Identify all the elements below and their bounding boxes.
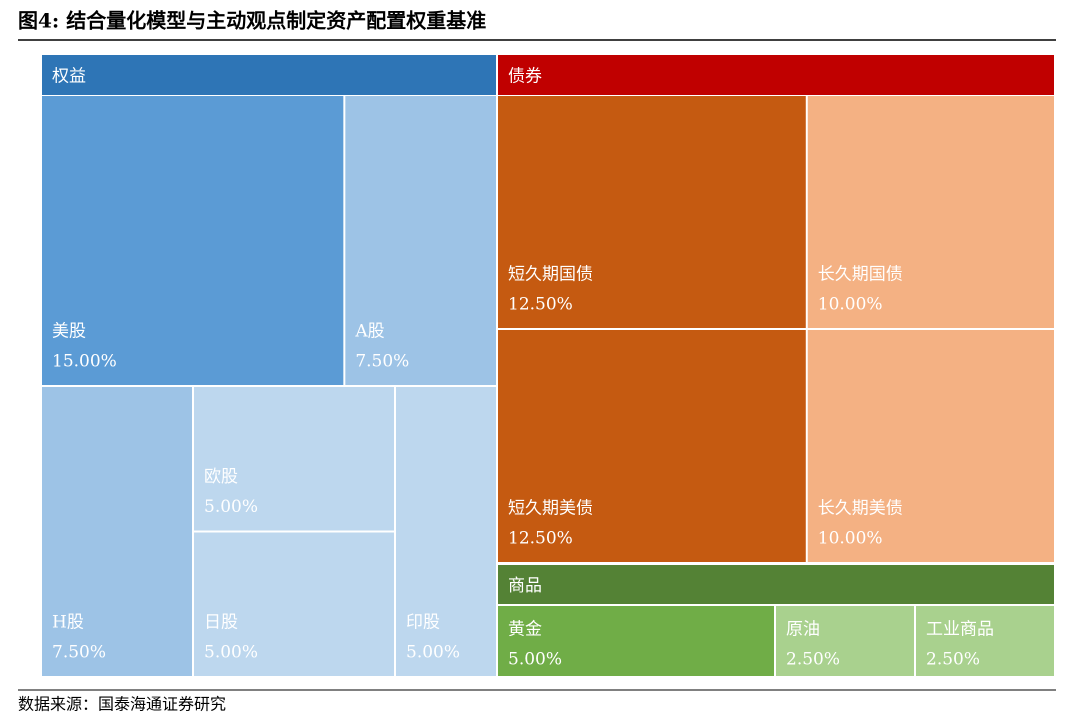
tile-label: 日股 — [204, 613, 238, 633]
tile — [776, 606, 914, 676]
tile-value: 2.50% — [926, 650, 980, 670]
tile — [807, 96, 1054, 328]
source-note: 数据来源：国泰海通证券研究 — [18, 695, 226, 714]
tile-value: 7.50% — [52, 643, 106, 663]
tile-label: 美股 — [52, 322, 86, 342]
tile — [194, 387, 394, 531]
group-header — [42, 55, 496, 95]
tile-label: 短久期国债 — [508, 265, 593, 285]
tile-label: H股 — [52, 613, 84, 633]
tile — [345, 96, 496, 385]
tile-label: A股 — [354, 322, 384, 342]
tile-label: 短久期美债 — [508, 499, 593, 519]
tile-value: 12.50% — [508, 295, 573, 315]
group-header — [498, 565, 1054, 604]
tile-value: 7.50% — [355, 352, 409, 372]
tile-value: 5.00% — [204, 643, 258, 663]
tile-value: 2.50% — [786, 650, 840, 670]
chart-title: 图4: 结合量化模型与主动观点制定资产配置权重基准 — [18, 9, 486, 33]
tile-label: 印股 — [406, 613, 440, 633]
group-header — [498, 55, 1054, 95]
group-label: 债券 — [508, 67, 542, 87]
tile — [807, 330, 1054, 562]
tile-label: 欧股 — [204, 467, 238, 487]
tile-label: 长久期美债 — [818, 499, 903, 519]
tile — [194, 532, 394, 676]
tile-value: 15.00% — [52, 352, 117, 372]
group-label: 权益 — [52, 67, 86, 87]
group-label: 商品 — [508, 576, 542, 596]
tile-value: 12.50% — [508, 529, 573, 549]
tile — [42, 96, 344, 385]
tile — [498, 96, 806, 328]
tile-label: 工业商品 — [926, 620, 994, 640]
tile-value: 5.00% — [204, 497, 258, 517]
tile-value: 5.00% — [406, 643, 460, 663]
tile-value: 5.00% — [508, 650, 562, 670]
tile — [498, 606, 774, 676]
tile-label: 原油 — [786, 620, 820, 640]
tile — [42, 387, 192, 676]
tile — [498, 330, 806, 562]
tile-label: 黄金 — [508, 620, 542, 640]
tile — [396, 387, 496, 676]
tile-label: 长久期国债 — [818, 265, 903, 285]
tile-value: 10.00% — [818, 529, 883, 549]
tile — [916, 606, 1054, 676]
tile-value: 10.00% — [818, 295, 883, 315]
